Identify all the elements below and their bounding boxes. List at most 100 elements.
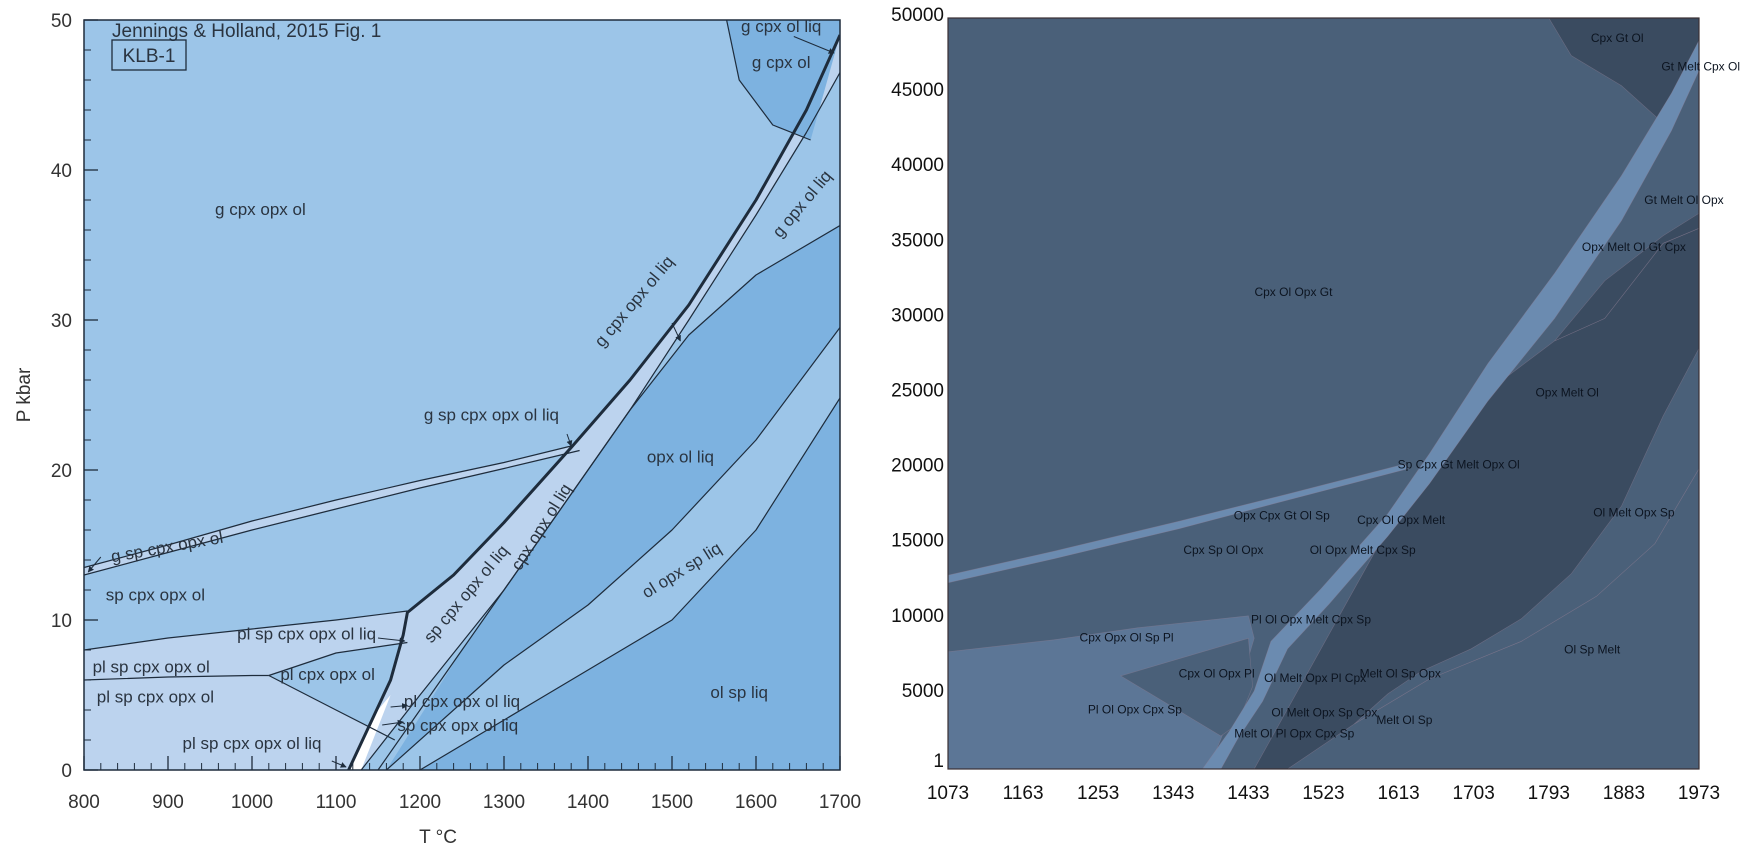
leader-arrow xyxy=(87,556,102,573)
phase-label: Cpx Ol Opx Pl xyxy=(1179,666,1255,680)
x-tick-label: 1343 xyxy=(1152,783,1194,804)
field-solidus-band xyxy=(1202,40,1699,769)
left-axes: 800 900 1000 1100 1200 1300 1400 1500 1600 1700 0 1… xyxy=(51,11,861,813)
x-tick-label: 1973 xyxy=(1678,783,1720,804)
field-sliver xyxy=(348,695,391,770)
field-ol-melt-opx-sp xyxy=(1354,348,1699,725)
field-g-sp-cpx-opx-ol xyxy=(84,446,580,575)
y-tick-label: 35000 xyxy=(891,230,944,251)
phase-label: g cpx ol liq xyxy=(741,17,821,36)
phase-label: Opx Melt Ol xyxy=(1535,386,1598,400)
phase-label: Ol Sp Melt xyxy=(1564,642,1621,656)
y-tick-label: 40000 xyxy=(891,155,944,176)
y-tick-label: 50000 xyxy=(891,5,944,26)
phase-label: Melt Ol Sp Opx xyxy=(1360,666,1441,680)
right-phase-fields xyxy=(948,18,1699,769)
boundary-spinel-out xyxy=(419,397,840,770)
left-y-axis-title: P kbar xyxy=(14,367,35,422)
phase-label: Pl Ol Opx Melt Cpx Sp xyxy=(1251,612,1371,626)
phase-label: g cpx opx ol xyxy=(215,200,306,219)
left-plot-frame xyxy=(83,19,841,771)
x-tick-label: 1163 xyxy=(1003,783,1044,804)
x-tick-label: 1100 xyxy=(316,792,357,813)
y-tick-label: 50 xyxy=(51,11,72,32)
phase-label: pl sp cpx opx ol liq xyxy=(237,625,376,644)
phase-label: sp cpx opx ol liq xyxy=(397,716,518,735)
phase-label: sp cpx opx ol xyxy=(106,586,205,605)
y-tick-label: 0 xyxy=(61,761,72,782)
phase-label: g cpx ol xyxy=(752,53,811,72)
left-chart-title: Jennings & Holland, 2015 Fig. 1 xyxy=(112,21,381,42)
boundary-solidus xyxy=(347,34,840,770)
y-tick-label: 30 xyxy=(51,311,72,332)
x-tick-label: 900 xyxy=(152,792,184,813)
boundary-plagioclase-out xyxy=(84,610,408,651)
phase-label: Melt Ol Sp xyxy=(1376,713,1432,727)
phase-label: Cpx Sp Ol Opx xyxy=(1183,543,1263,557)
phase-label: pl sp cpx opx ol xyxy=(97,688,214,707)
leader-arrow xyxy=(793,36,835,54)
phase-label: Opx Cpx Gt Ol Sp xyxy=(1234,509,1330,523)
field-ol-sp-liq xyxy=(420,398,840,770)
phase-label: Ol Melt Opx Sp xyxy=(1593,506,1675,520)
phase-label: Gt Melt Ol Opx xyxy=(1644,193,1723,207)
y-tick-label: 40 xyxy=(51,161,72,182)
leader-arrow xyxy=(382,719,404,726)
phase-label: pl cpx opx ol liq xyxy=(404,692,520,711)
boundary-opx-ol-out xyxy=(386,327,840,770)
field-g-cpx-ol xyxy=(726,20,840,140)
y-tick-label: 45000 xyxy=(891,80,944,101)
x-tick-label: 1600 xyxy=(735,792,777,813)
field-plagioclase-subsolidus xyxy=(84,611,408,770)
leader-arrow xyxy=(566,433,573,447)
y-tick-label: 20000 xyxy=(891,456,944,477)
phase-label: Cpx Gt Ol xyxy=(1591,31,1644,45)
y-tick-label: 25000 xyxy=(891,381,944,402)
boundary-opx-out xyxy=(377,224,840,770)
field-cpx-opx-ol-liq-band xyxy=(348,35,840,770)
field-opx-ol-liq xyxy=(386,225,840,770)
x-tick-label: 1000 xyxy=(231,792,273,813)
x-tick-label: 1703 xyxy=(1453,783,1495,804)
phase-label: Ol Melt Opx Sp Cpx xyxy=(1271,705,1377,719)
x-tick-label: 1793 xyxy=(1528,783,1570,804)
phase-label: pl cpx opx ol xyxy=(280,665,375,684)
x-tick-label: 1700 xyxy=(819,792,861,813)
klb1-label: KLB-1 xyxy=(123,46,176,67)
phase-label: Pl Ol Opx Cpx Sp xyxy=(1088,702,1182,716)
phase-label: Gt Melt Cpx Ol xyxy=(1661,60,1740,74)
phase-label: Cpx Ol Opx Gt xyxy=(1254,285,1333,299)
x-tick-label: 1433 xyxy=(1227,783,1269,804)
phase-label: Cpx Ol Opx Melt xyxy=(1357,513,1446,527)
x-tick-label: 1883 xyxy=(1603,783,1645,804)
boundary-pl-cpx-lower xyxy=(268,674,396,741)
x-tick-label: 1073 xyxy=(927,783,969,804)
right-chart: 1073 1163 1253 1343 1433 1523 1613 1703 1793 1883… xyxy=(891,5,1740,804)
phase-label: ol sp liq xyxy=(710,683,768,702)
y-tick-label: 10000 xyxy=(891,606,944,627)
leader-arrow xyxy=(331,760,347,768)
x-tick-label: 1200 xyxy=(399,792,441,813)
boundary-spinel-in xyxy=(84,674,269,681)
field-gt-in-band xyxy=(948,463,1410,584)
leader-arrow xyxy=(377,637,406,644)
phase-label: Sp Cpx Gt Melt Opx Ol xyxy=(1398,458,1520,472)
right-plot-frame xyxy=(947,17,1700,770)
y-tick-label: 5000 xyxy=(902,681,944,702)
right-axes: 1073 1163 1253 1343 1433 1523 1613 1703 1793 1883… xyxy=(891,5,1720,804)
y-tick-label: 1 xyxy=(933,751,944,772)
phase-label: Ol Opx Melt Cpx Sp xyxy=(1310,543,1416,557)
phase-label: Melt Ol Pl Opx Cpx Sp xyxy=(1234,726,1354,740)
right-phase-labels: Cpx Gt Ol Gt Melt Cpx Ol Gt Melt Ol Opx Opx… xyxy=(1080,31,1740,740)
phase-label: g sp cpx opx ol liq xyxy=(424,406,559,425)
boundary-pl-cpx-upper xyxy=(268,641,408,677)
y-tick-label: 30000 xyxy=(891,305,944,326)
boundary-g-cpx-ol xyxy=(726,20,811,141)
left-chart: 800 900 1000 1100 1200 1300 1400 1500 1600 1700 0 1… xyxy=(14,11,861,848)
boundary-garnet-in-lower xyxy=(84,449,580,576)
field-opx-melt-ol-gt-cpx xyxy=(1554,212,1699,342)
left-plot-area xyxy=(84,20,840,770)
x-tick-label: 1400 xyxy=(567,792,609,813)
y-tick-label: 15000 xyxy=(891,531,944,552)
